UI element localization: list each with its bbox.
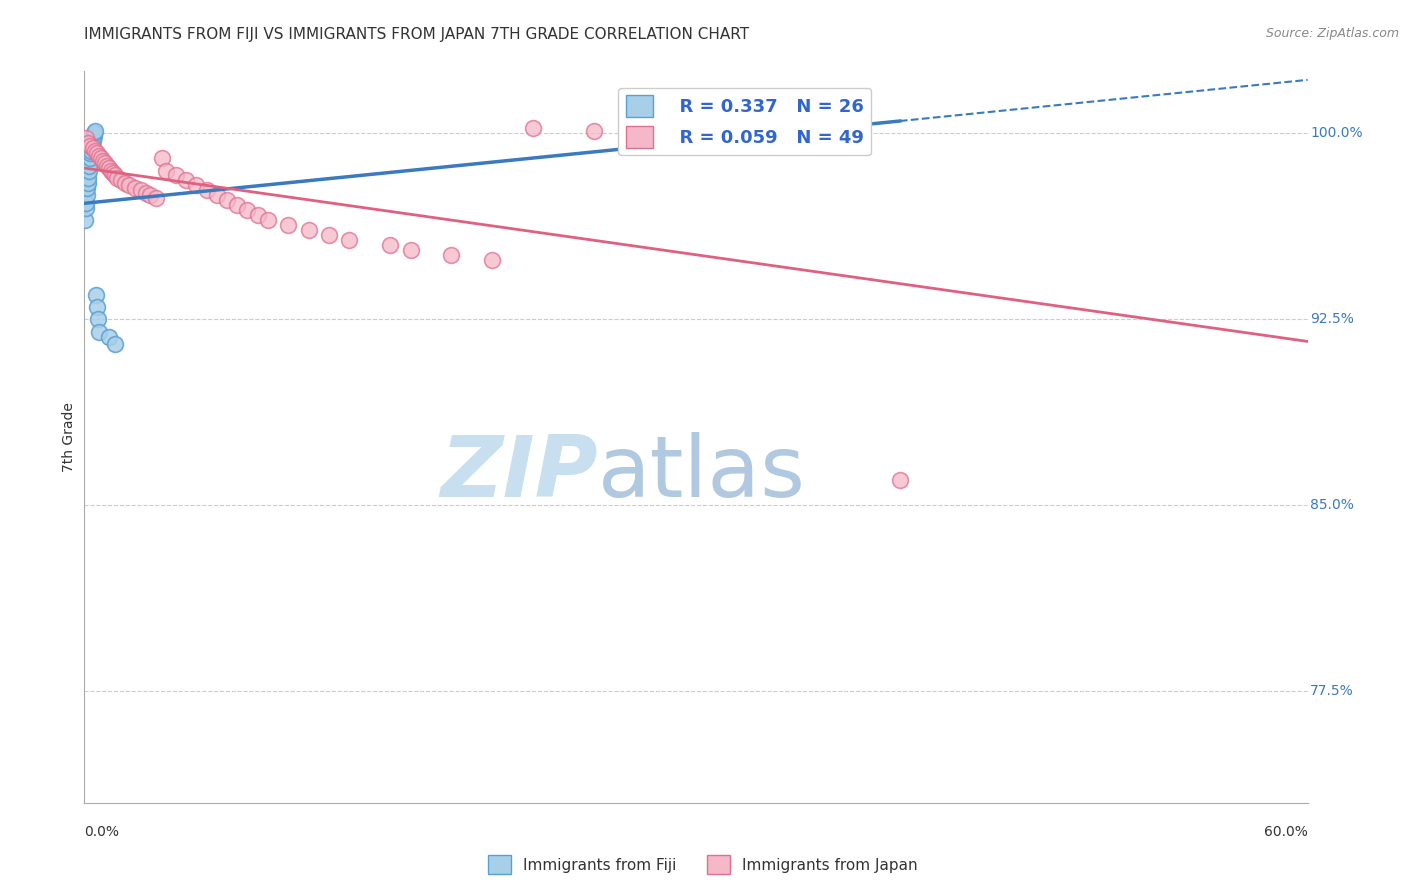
Point bbox=[165, 169, 187, 183]
Text: 0.0%: 0.0% bbox=[84, 825, 120, 838]
Point bbox=[399, 243, 422, 257]
Point bbox=[79, 138, 101, 153]
Point bbox=[75, 131, 97, 145]
Point bbox=[91, 153, 114, 168]
Point bbox=[138, 188, 160, 202]
Point bbox=[135, 186, 157, 200]
Point bbox=[195, 183, 218, 197]
Point bbox=[82, 141, 104, 155]
Point bbox=[77, 136, 100, 151]
Legend:   R = 0.337   N = 26,   R = 0.059   N = 49: R = 0.337 N = 26, R = 0.059 N = 49 bbox=[619, 87, 872, 155]
Point bbox=[87, 325, 110, 339]
Point bbox=[380, 238, 402, 252]
Y-axis label: 7th Grade: 7th Grade bbox=[62, 402, 76, 472]
Point bbox=[75, 201, 97, 215]
Point bbox=[77, 163, 100, 178]
Point bbox=[96, 159, 118, 173]
Point bbox=[110, 173, 132, 187]
Point bbox=[83, 128, 105, 143]
Legend: Immigrants from Fiji, Immigrants from Japan: Immigrants from Fiji, Immigrants from Ja… bbox=[482, 849, 924, 880]
Point bbox=[155, 163, 177, 178]
Point bbox=[79, 159, 101, 173]
Point bbox=[86, 312, 108, 326]
Point bbox=[186, 178, 208, 193]
Point bbox=[685, 126, 707, 140]
Point bbox=[75, 195, 97, 210]
Point bbox=[77, 171, 100, 186]
Text: 100.0%: 100.0% bbox=[1310, 127, 1362, 140]
Point bbox=[87, 149, 110, 163]
Point bbox=[522, 121, 544, 136]
Point bbox=[100, 163, 122, 178]
Point bbox=[86, 300, 108, 314]
Point bbox=[174, 173, 197, 187]
Text: atlas: atlas bbox=[598, 432, 806, 516]
Point bbox=[79, 146, 101, 161]
Text: IMMIGRANTS FROM FIJI VS IMMIGRANTS FROM JAPAN 7TH GRADE CORRELATION CHART: IMMIGRANTS FROM FIJI VS IMMIGRANTS FROM … bbox=[84, 27, 749, 42]
Point bbox=[150, 151, 173, 165]
Point bbox=[339, 233, 360, 247]
Point bbox=[82, 136, 104, 151]
Text: ZIP: ZIP bbox=[440, 432, 598, 516]
Point bbox=[101, 166, 124, 180]
Point bbox=[205, 188, 228, 202]
Point bbox=[79, 151, 101, 165]
Point bbox=[84, 287, 107, 301]
Point bbox=[318, 227, 340, 242]
Point bbox=[83, 126, 105, 140]
Point bbox=[440, 248, 463, 262]
Point bbox=[82, 131, 104, 145]
Point bbox=[76, 188, 98, 202]
Point bbox=[104, 169, 127, 183]
Point bbox=[582, 124, 605, 138]
Point bbox=[83, 144, 105, 158]
Text: Source: ZipAtlas.com: Source: ZipAtlas.com bbox=[1265, 27, 1399, 40]
Point bbox=[90, 151, 112, 165]
Point bbox=[124, 181, 146, 195]
Point bbox=[236, 203, 259, 218]
Point bbox=[298, 223, 321, 237]
Point bbox=[481, 252, 503, 267]
Point bbox=[131, 183, 153, 197]
Point bbox=[145, 191, 167, 205]
Point bbox=[277, 218, 299, 232]
Point bbox=[82, 134, 104, 148]
Text: 85.0%: 85.0% bbox=[1310, 499, 1354, 512]
Text: 92.5%: 92.5% bbox=[1310, 312, 1354, 326]
Point bbox=[97, 161, 120, 175]
Point bbox=[97, 329, 120, 343]
Point bbox=[217, 194, 239, 208]
Text: 77.5%: 77.5% bbox=[1310, 684, 1354, 698]
Point bbox=[76, 181, 98, 195]
Point bbox=[80, 138, 103, 153]
Point bbox=[93, 156, 115, 170]
Point bbox=[226, 198, 249, 212]
Point bbox=[725, 128, 748, 143]
Point bbox=[257, 213, 280, 227]
Point bbox=[80, 144, 103, 158]
Point bbox=[86, 146, 108, 161]
Point bbox=[77, 176, 100, 190]
Point bbox=[83, 124, 105, 138]
Point bbox=[75, 213, 97, 227]
Point bbox=[105, 171, 128, 186]
Text: 60.0%: 60.0% bbox=[1264, 825, 1308, 838]
Point bbox=[246, 208, 269, 222]
Point bbox=[685, 121, 707, 136]
Point bbox=[889, 474, 911, 488]
Point bbox=[104, 337, 127, 351]
Point bbox=[118, 178, 141, 193]
Point bbox=[114, 176, 136, 190]
